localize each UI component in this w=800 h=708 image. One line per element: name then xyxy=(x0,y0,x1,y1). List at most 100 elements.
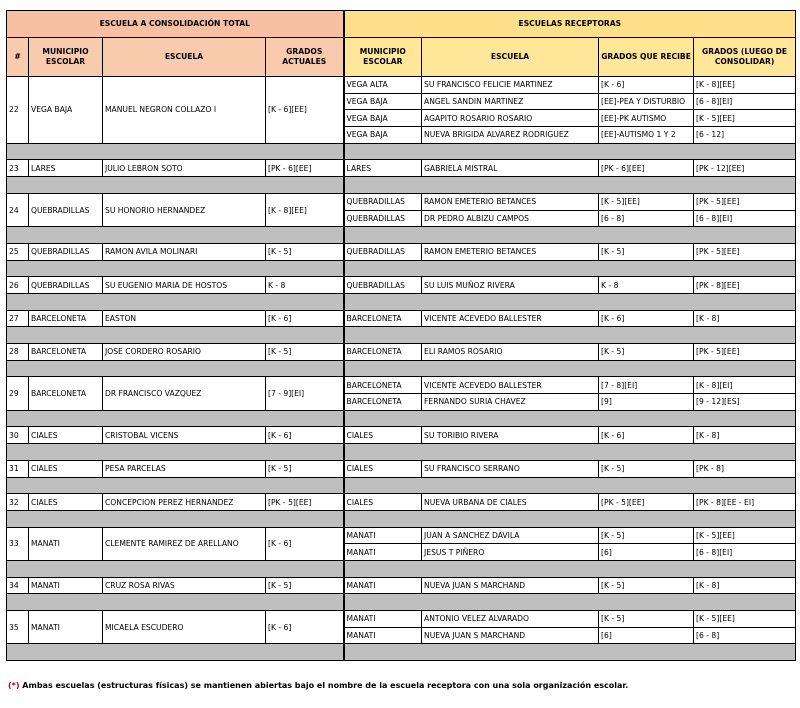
municipio: MANATI xyxy=(28,609,103,645)
escuela: JOSE CORDERO ROSARIO xyxy=(102,343,266,361)
separator-cell xyxy=(5,359,345,378)
row-number: 29 xyxy=(6,376,29,411)
column-header: GRADOS ACTUALES xyxy=(264,37,345,77)
grados-luego: [K - 8][EI] xyxy=(693,376,797,395)
receptor-municipio: BARCELONETA xyxy=(342,309,423,328)
separator-cell xyxy=(342,142,797,161)
table-row: 30 CIALES CRISTOBAL VICENS [K - 6] CIALES SU … xyxy=(6,426,797,445)
receptor-municipio: QUEBRADILLAS xyxy=(342,209,423,228)
receptor-escuela: NUEVA JUAN S MARCHAND xyxy=(421,626,600,645)
receptor-escuela: NUEVA JUAN S MARCHAND xyxy=(421,576,600,595)
grados-luego: [K - 8][EE] xyxy=(693,76,797,94)
grados-que-recibe: [K - 6] xyxy=(598,76,695,94)
receptor-municipio: VEGA BAJA xyxy=(342,92,423,111)
row-number: 30 xyxy=(6,426,29,445)
separator-cell xyxy=(5,226,345,244)
receptor-escuela: SU TORIBIO RIVERA xyxy=(421,426,600,445)
municipio: CIALES xyxy=(28,426,103,445)
table-row: 22 VEGA BAJA MANUEL NEGRON COLLAZO I [K - 6… xyxy=(6,76,797,144)
separator-cell xyxy=(342,176,797,194)
receptor-escuela: RAMON EMETERIO BETANCES xyxy=(421,242,600,261)
separator-cell xyxy=(5,326,345,344)
receptor-municipio: MANATI xyxy=(342,626,423,645)
grados-luego: [PK - 8][EE] xyxy=(693,276,797,294)
table-row: MANATI JESUS T PIÑERO [6] [6 - 8][EI] xyxy=(7,543,797,561)
consolidation-table: ESCUELA A CONSOLIDACIÓN TOTAL ESCUELAS R… xyxy=(5,10,797,662)
receptor-municipio: QUEBRADILLAS xyxy=(342,192,423,211)
table-row: 23 LARES JULIO LEBRON SOTO [PK - 6][EE] LARE… xyxy=(6,159,797,178)
municipio: BARCELONETA xyxy=(28,309,103,328)
grados-que-recibe: [EE]-AUTISMO 1 Y 2 xyxy=(598,126,695,144)
table-row: 29 BARCELONETA DR FRANCISCO VAZQUEZ [7 - 9]… xyxy=(6,376,797,411)
grados-que-recibe: [PK - 6][EE] xyxy=(598,159,695,178)
grados-luego: [K - 5][EE] xyxy=(693,610,797,628)
separator-row xyxy=(5,226,797,244)
separator-cell xyxy=(342,409,797,428)
grados-luego: [PK - 8][EE - EI] xyxy=(693,493,797,511)
grados-luego: [K - 8] xyxy=(693,309,797,328)
separator-cell xyxy=(342,226,797,244)
receptor-municipio: MANATI xyxy=(342,543,423,561)
separator-row xyxy=(5,292,797,311)
receptor-municipio: CIALES xyxy=(342,459,423,478)
grados-que-recibe: [6] xyxy=(598,543,695,561)
municipio: MANATI xyxy=(28,526,103,561)
grados-que-recibe: [6] xyxy=(598,626,695,645)
receptor-escuela: GABRIELA MISTRAL xyxy=(421,159,600,178)
receptor-municipio: VEGA BAJA xyxy=(342,126,423,144)
grados-que-recibe: [K - 5] xyxy=(598,343,695,361)
separator-row xyxy=(5,259,797,278)
grados-luego: [PK - 8] xyxy=(693,459,797,478)
receptor-municipio: CIALES xyxy=(342,426,423,445)
separator-cell xyxy=(5,142,345,161)
escuela: CRUZ ROSA RIVAS xyxy=(102,576,266,595)
row-number: 32 xyxy=(6,493,29,511)
row-number: 28 xyxy=(6,343,29,361)
separator-cell xyxy=(342,509,797,528)
receptor-escuela: FERNANDO SURIA CHAVEZ xyxy=(421,393,600,411)
grados-actuales: K - 8 xyxy=(264,276,345,294)
separator-cell xyxy=(342,326,797,344)
table-body: 22 VEGA BAJA MANUEL NEGRON COLLAZO I [K - 6… xyxy=(5,76,797,662)
column-header: ESCUELA xyxy=(102,37,266,77)
table-row: VEGA BAJA AGAPITO ROSARIO ROSARIO [EE]-PK … xyxy=(7,109,797,128)
separator-cell xyxy=(5,476,345,495)
separator-row xyxy=(5,509,797,528)
receptor-municipio: MANATI xyxy=(342,610,423,628)
separator-cell xyxy=(5,176,345,194)
separator-cell xyxy=(342,476,797,495)
row-number: 34 xyxy=(6,576,29,595)
grados-luego: [6 - 8] xyxy=(693,626,797,645)
receptor-escuela: RAMON EMETERIO BETANCES xyxy=(421,192,600,211)
separator-row xyxy=(5,476,797,495)
table-row: 26 QUEBRADILLAS SU EUGENIO MARIA DE HOSTOS… xyxy=(6,276,797,294)
separator-cell xyxy=(5,292,345,311)
row-number: 31 xyxy=(6,459,29,478)
separator-cell xyxy=(342,443,797,461)
municipio: CIALES xyxy=(28,459,103,478)
grados-que-recibe: [K - 5][EE] xyxy=(598,192,695,211)
column-header: ESCUELA xyxy=(421,37,600,77)
municipio: BARCELONETA xyxy=(28,343,103,361)
table-row: 35 MANATI MICAELA ESCUDERO [K - 6] MANATI ANT… xyxy=(6,609,797,645)
separator-row xyxy=(5,326,797,344)
separator-cell xyxy=(5,593,345,611)
receptor-municipio: BARCELONETA xyxy=(342,393,423,411)
grados-que-recibe: [EE]-PK AUTISMO xyxy=(598,109,695,128)
escuela: CONCEPCION PEREZ HERNANDEZ xyxy=(102,493,266,511)
escuela: CRISTOBAL VICENS xyxy=(102,426,266,445)
escuela: DR FRANCISCO VAZQUEZ xyxy=(102,376,266,411)
separator-cell xyxy=(342,259,797,278)
grados-que-recibe: [6 - 8] xyxy=(598,209,695,228)
separator-row xyxy=(5,409,797,428)
receptor-municipio: QUEBRADILLAS xyxy=(342,276,423,294)
grados-luego: [PK - 5][EE] xyxy=(693,192,797,211)
escuela: CLEMENTE RAMIREZ DE ARELLANO xyxy=(102,526,266,561)
grados-actuales: [K - 5] xyxy=(264,459,345,478)
row-number: 26 xyxy=(6,276,29,294)
municipio: QUEBRADILLAS xyxy=(28,276,103,294)
grados-luego: [K - 8] xyxy=(693,426,797,445)
separator-cell xyxy=(342,643,797,662)
escuela: SU EUGENIO MARIA DE HOSTOS xyxy=(102,276,266,294)
grados-luego: [9 - 12][ES] xyxy=(693,393,797,411)
